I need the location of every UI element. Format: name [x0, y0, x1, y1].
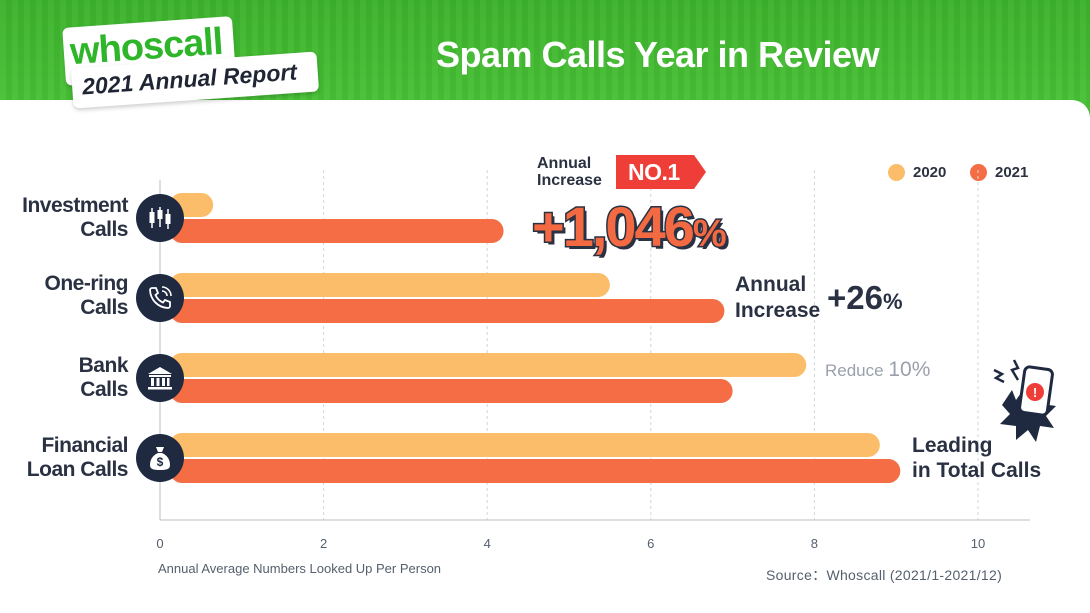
- bar-2020-3: [170, 433, 880, 457]
- category-line: Financial: [41, 434, 128, 457]
- bar-2021-2: [170, 379, 733, 403]
- category-line: Calls: [80, 296, 128, 319]
- reduce-value: 10%: [888, 358, 931, 381]
- annotation-line: Annual: [537, 155, 592, 172]
- money-bag-icon: $: [136, 434, 184, 482]
- reduce-text: Reduce: [825, 361, 884, 380]
- legend-swatch-2020: [888, 164, 905, 181]
- category-line: Loan Calls: [26, 458, 129, 481]
- phone-alert-icon: !: [993, 359, 1056, 442]
- category-label-loan: Financial Loan Calls: [0, 434, 129, 482]
- x-tick-label: 6: [647, 536, 654, 551]
- bar-2021-1: [170, 299, 725, 323]
- legend-label-2021: 2021: [995, 164, 1029, 181]
- category-line: Investment: [22, 194, 128, 217]
- no1-badge-shape: [616, 155, 706, 189]
- bank-icon: [136, 354, 184, 402]
- category-line: Calls: [80, 218, 128, 241]
- annotation-line: Increase: [735, 299, 821, 322]
- investment-increase-label: Annual Increase: [537, 155, 602, 189]
- x-tick-label: 4: [484, 536, 491, 551]
- percent-sign: %: [882, 289, 903, 314]
- category-label-one-ring: One-ring Calls: [0, 272, 129, 320]
- one-ring-increase-label: Annual Increase: [735, 272, 820, 324]
- annotation-line: in Total Calls: [912, 459, 1042, 482]
- ringing-phone-icon: [136, 274, 184, 322]
- bar-2020-1: [170, 273, 610, 297]
- bank-reduce-label: Reduce 10%: [825, 358, 930, 382]
- loan-leading-label: Leading in Total Calls: [912, 433, 1041, 483]
- percent-value: +26: [827, 279, 883, 316]
- annotation-line: Leading: [912, 434, 993, 457]
- percent-sign: %: [691, 212, 728, 257]
- annotation-line: Increase: [537, 172, 602, 189]
- annotation-line: Annual: [735, 273, 807, 296]
- bar-2021-0: [170, 219, 504, 243]
- x-tick-label: 10: [971, 536, 985, 551]
- category-label-bank: Bank Calls: [0, 354, 129, 402]
- candlestick-icon: [136, 194, 184, 242]
- svg-text:!: !: [1033, 385, 1037, 400]
- legend-label-2020: 2020: [913, 164, 947, 181]
- percent-value: +1,046: [531, 194, 697, 260]
- investment-increase-percent: +1,046%: [531, 194, 729, 260]
- category-line: Calls: [80, 378, 128, 401]
- source-note: Source：Whoscall (2021/1-2021/12): [766, 567, 1003, 583]
- x-tick-label: 0: [156, 536, 163, 551]
- no1-badge: NO.1: [628, 159, 680, 185]
- category-label-investment: Investment Calls: [0, 194, 128, 242]
- category-line: Bank: [78, 354, 129, 377]
- bar-2020-2: [170, 353, 807, 377]
- legend-item-2020: 2020: [888, 164, 946, 181]
- svg-text:$: $: [157, 455, 164, 469]
- x-tick-label: 2: [320, 536, 327, 551]
- page-title: Spam Calls Year in Review: [436, 34, 880, 75]
- x-axis-title: Annual Average Numbers Looked Up Per Per…: [158, 561, 442, 576]
- category-line: One-ring: [44, 272, 129, 295]
- x-tick-label: 8: [811, 536, 818, 551]
- bar-2021-3: [170, 459, 901, 483]
- one-ring-increase-percent: +26%: [827, 280, 903, 320]
